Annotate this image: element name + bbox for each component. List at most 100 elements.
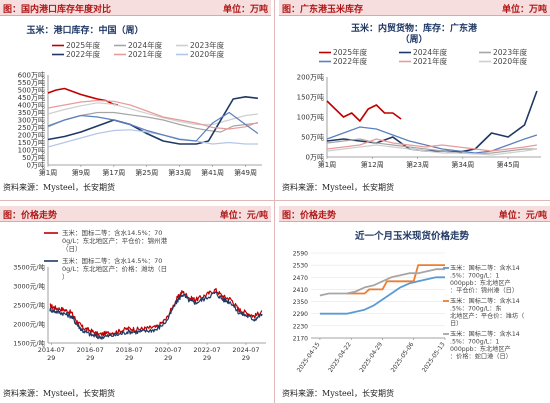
panel-title: 图：国内港口库存年度对比	[3, 5, 112, 15]
y-tick-label: 2470	[293, 275, 308, 282]
source-note: 资料来源：Mysteel，长安期货	[3, 389, 116, 398]
legend-label: 2022年度	[333, 56, 368, 66]
x-tick-label: 2025-05-13	[421, 341, 447, 374]
series-line	[326, 144, 537, 156]
y-tick-label: 350万吨	[18, 108, 45, 117]
chart-price-long: 1500元/吨 2000元/吨 2500元/吨 3000元/吨 3500元/吨 2014-…	[0, 223, 271, 385]
x-tick-label: 2016-07 29	[77, 346, 104, 362]
series-line	[319, 268, 445, 297]
x-tick-label-line: 29	[86, 354, 94, 362]
panel-price-month: 图：价格走势 单位：元/吨 近一个月玉米现货价格走势 2170 2230 2290 23…	[279, 206, 550, 403]
y-tick-label: 250万吨	[18, 123, 45, 132]
panel-header: 图：国内港口库存年度对比 单位：万吨	[0, 0, 271, 16]
legend-label: 2023年度	[493, 47, 528, 57]
x-tick-label-line: 29	[164, 354, 172, 362]
series-line	[47, 129, 258, 148]
legend-label-line: 000ppb：东北地区产	[450, 345, 511, 353]
panel-unit: 单位：元/吨	[219, 211, 268, 221]
horizontal-divider	[0, 200, 550, 201]
y-tick-label: 2590	[293, 251, 308, 258]
legend-label-line: 玉米：国标二等：含水14.5%：70	[62, 256, 162, 265]
x-tick-label: 2025-04-22	[327, 341, 353, 374]
y-tick-label: 2000元/吨	[13, 320, 45, 329]
x-tick-label: 2025-05-06	[390, 341, 416, 374]
series-line	[326, 138, 537, 155]
series-line	[47, 102, 258, 126]
y-tick-label: 50万吨	[301, 133, 324, 142]
y-tick-label: 200万吨	[297, 73, 324, 82]
x-tick-label: 2018-07 29	[116, 346, 143, 362]
y-tick-label: 100万吨	[297, 113, 324, 122]
legend-label: 2025年度	[333, 47, 368, 57]
legend-label: 2023年度	[190, 40, 225, 50]
x-tick-label-line: 29	[47, 354, 55, 362]
vertical-divider	[274, 0, 275, 403]
legend-label: 玉米：国标二等：含水14.5%：70 0g/L：东北地区产：价格：潍坊（日）	[62, 256, 167, 281]
y-tick-label: 1500元/吨	[13, 339, 45, 348]
y-tick-label: 2170	[293, 336, 308, 343]
source-note: 资料来源：Mysteel，长安期货	[282, 389, 395, 398]
legend-label-line: 玉米：国标二等：含水14	[450, 264, 520, 272]
x-tick-label: 第45周	[497, 160, 520, 169]
x-tick-label: 第41周	[201, 168, 224, 177]
legend-label-line: （日）	[62, 245, 82, 253]
legend-label-line: ：价格：蛇口港（日）	[450, 353, 512, 361]
x-tick-label: 第33周	[168, 168, 191, 177]
y-tick-label: 100万吨	[18, 146, 45, 155]
series-line	[47, 111, 258, 133]
x-tick-label: 第34周	[451, 160, 474, 169]
legend-label-line: 玉米：国标二等：含水14	[450, 297, 520, 305]
legend-label: 2021年度	[413, 56, 448, 66]
x-tick-label-line: 29	[125, 354, 133, 362]
chart-title: 玉米：港口库存：中国（周）	[26, 24, 143, 36]
legend-label-line: ）	[62, 273, 69, 281]
x-tick-label: 第1周	[318, 160, 336, 169]
chart-price-month: 近一个月玉米现货价格走势 2170 2230 2290 2350 2410 2470 2530…	[279, 223, 550, 385]
panel-title: 图：广东港玉米库存	[282, 5, 364, 15]
y-tick-label: 150万吨	[297, 93, 324, 102]
legend-label: 2024年度	[128, 40, 163, 50]
chart-svg: 1500元/吨 2000元/吨 2500元/吨 3000元/吨 3500元/吨 2014-…	[13, 228, 266, 362]
chart-svg: 近一个月玉米现货价格走势 2170 2230 2290 2350 2410 2470 2530…	[293, 230, 525, 374]
series-line	[49, 291, 263, 340]
legend-label-line: 北地区产：平仓价：潍坊（	[450, 312, 524, 320]
legend-label: 2024年度	[413, 47, 448, 57]
source-note: 资料来源：Mysteel，长安期货	[3, 183, 116, 192]
y-tick-label: 2350	[293, 299, 308, 306]
series-line	[326, 138, 537, 152]
x-tick-label-line: 29	[242, 354, 250, 362]
x-tick-label: 2025-04-15	[296, 341, 322, 374]
y-tick-label: 3500元/吨	[13, 263, 45, 272]
chart-title: （周）	[400, 34, 427, 45]
panel-unit: 单位：万吨	[222, 5, 268, 15]
x-tick-label: 2024-07 29	[232, 346, 259, 362]
x-tick-label-line: 29	[203, 354, 211, 362]
chart-port-inventory: 玉米：港口库存：中国（周） 0万吨 50万吨 100万吨 150万吨 200万吨 250万吨…	[0, 17, 271, 179]
x-tick-label: 第23周	[406, 160, 429, 169]
legend-label-line: .5%：700g/L：1	[450, 339, 499, 346]
panel-title: 图：价格走势	[3, 211, 58, 221]
panel-port-inventory: 图：国内港口库存年度对比 单位：万吨 玉米：港口库存：中国（周） 0万吨 50万吨 1…	[0, 0, 271, 197]
series-line	[47, 87, 119, 106]
panel-guangdong-inventory: 图：广东港玉米库存 单位：万吨 玉米：内贸货物：库存：广东港 （周） 0万吨 50万吨…	[279, 0, 550, 197]
y-tick-label: 400万吨	[18, 101, 45, 110]
legend-label: 2021年度	[128, 49, 163, 59]
x-tick-label: 第49周	[234, 168, 257, 177]
x-tick-label-line: 2024-07	[232, 346, 259, 354]
x-tick-label: 2014-07 29	[38, 346, 65, 362]
x-tick-label-line: 2016-07	[77, 346, 104, 354]
chart-title: 近一个月玉米现货价格走势	[355, 230, 470, 242]
legend-label-line: 玉米：国标二等：含水14	[450, 330, 520, 338]
y-tick-label: 2530	[293, 263, 308, 270]
panel-header: 图：价格走势 单位：元/吨	[0, 206, 271, 222]
x-tick-label: 第9周	[72, 168, 90, 177]
x-tick-label: 第17周	[102, 168, 125, 177]
series-line	[326, 100, 402, 122]
series-line	[326, 90, 538, 153]
series-line	[346, 264, 445, 295]
y-tick-label: 300万吨	[18, 116, 45, 125]
series-line	[47, 111, 259, 142]
y-tick-label: 0万吨	[27, 161, 45, 170]
x-tick-label: 2020-07 29	[155, 346, 182, 362]
x-tick-label: 2025-04-29	[358, 341, 384, 374]
